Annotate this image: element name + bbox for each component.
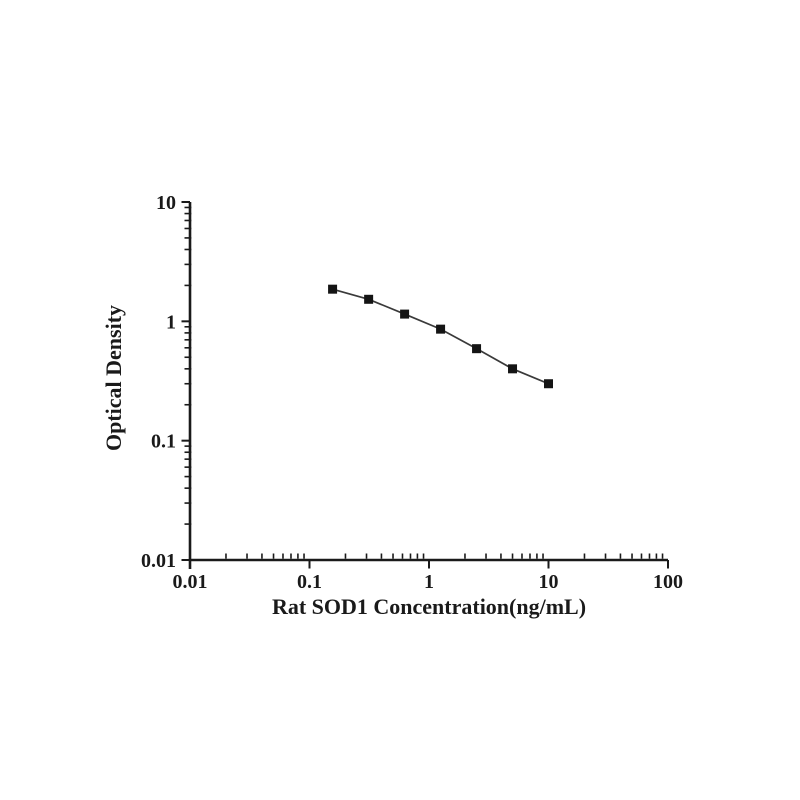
- x-tick-label: 100: [653, 571, 683, 593]
- tick-labels: 0.01 0.1 1 10 100 0.01 0.1 1 10: [141, 192, 683, 593]
- data-series: [328, 284, 553, 389]
- data-point-marker: [508, 364, 518, 374]
- y-axis-title: Optical Density: [101, 304, 126, 452]
- data-point-marker: [436, 324, 446, 334]
- x-tick-label: 0.1: [297, 571, 322, 593]
- data-point-marker: [400, 309, 410, 319]
- y-tick-label: 1: [166, 311, 176, 333]
- x-tick-label: 10: [539, 571, 559, 593]
- x-tick-label: 1: [424, 571, 434, 593]
- data-point-marker: [328, 284, 338, 294]
- y-tick-label: 0.1: [151, 431, 176, 453]
- y-tick-label: 10: [156, 192, 176, 214]
- tick-marks: [181, 201, 669, 569]
- data-point-marker: [364, 294, 374, 304]
- x-axis-title: Rat SOD1 Concentration(ng/mL): [271, 594, 587, 619]
- y-tick-label: 0.01: [141, 550, 176, 572]
- data-point-marker: [472, 344, 482, 354]
- axes: [188, 202, 668, 569]
- x-tick-label: 0.01: [173, 571, 208, 593]
- data-point-marker: [544, 379, 553, 389]
